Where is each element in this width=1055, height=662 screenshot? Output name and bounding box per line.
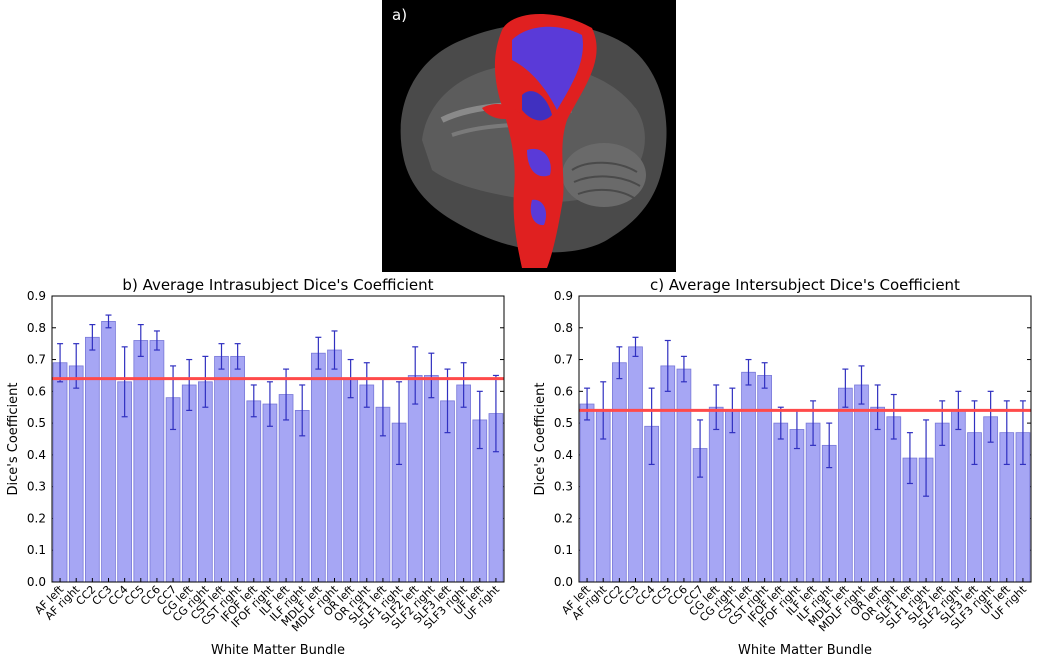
y-tick-label: 0.5	[27, 416, 46, 430]
bar	[311, 352, 326, 583]
y-tick-label: 0.2	[27, 511, 46, 525]
x-axis-label: White Matter Bundle	[211, 643, 345, 658]
bar	[246, 400, 262, 583]
y-tick-label: 0.0	[554, 575, 573, 589]
bar	[278, 394, 294, 583]
bar	[579, 403, 595, 583]
y-tick-label: 0.3	[27, 480, 46, 494]
chart-title: c) Average Intersubject Dice's Coefficie…	[650, 276, 960, 294]
plot-frame	[578, 295, 1032, 583]
bar	[149, 340, 165, 583]
y-tick-label: 0.7	[27, 353, 46, 367]
bar	[85, 336, 100, 583]
bar	[52, 362, 68, 583]
bar	[757, 375, 772, 583]
bar	[838, 387, 853, 583]
plot-frame	[51, 295, 505, 583]
bar	[327, 349, 342, 583]
x-axis-label: White Matter Bundle	[738, 643, 872, 658]
bar	[660, 365, 676, 583]
y-tick-label: 0.4	[554, 448, 573, 462]
intrasubject-dice-chart: b) Average Intrasubject Dice's Coefficie…	[6, 276, 505, 658]
bar	[181, 384, 197, 583]
bar	[198, 381, 213, 583]
y-tick-label: 0.2	[554, 511, 573, 525]
y-tick-label: 0.8	[554, 321, 573, 335]
brain-tractography-icon	[400, 13, 667, 269]
y-tick-label: 0.4	[27, 448, 46, 462]
y-tick-label: 0.5	[554, 416, 573, 430]
y-tick-label: 0.7	[554, 353, 573, 367]
bar	[934, 422, 950, 583]
bar	[68, 365, 84, 583]
bar	[133, 340, 149, 583]
y-tick-label: 0.3	[554, 480, 573, 494]
bar	[789, 429, 805, 583]
panel-a-label: a)	[392, 6, 408, 24]
bar	[343, 378, 358, 583]
bar	[628, 346, 643, 583]
y-tick-label: 0.9	[554, 289, 573, 303]
bar	[741, 371, 756, 583]
chart-title: b) Average Intrasubject Dice's Coefficie…	[122, 276, 433, 294]
y-axis-label: Dice's Coefficient	[533, 383, 548, 496]
y-tick-label: 0.1	[554, 543, 573, 557]
bar	[676, 368, 692, 583]
y-axis-label: Dice's Coefficient	[6, 383, 21, 496]
intersubject-dice-chart: c) Average Intersubject Dice's Coefficie…	[533, 276, 1032, 658]
bar	[230, 355, 245, 583]
bar	[725, 409, 740, 583]
bar	[951, 409, 966, 583]
bar	[407, 375, 423, 583]
bar	[612, 362, 627, 583]
bar	[805, 422, 821, 583]
bar	[456, 384, 471, 583]
bar	[214, 355, 229, 583]
bar	[870, 406, 885, 583]
bar	[854, 384, 869, 583]
y-tick-label: 0.8	[27, 321, 46, 335]
bar	[773, 422, 789, 583]
bar	[101, 321, 116, 583]
tractography-figure: a)	[382, 0, 676, 272]
y-tick-label: 0.0	[27, 575, 46, 589]
bar	[424, 375, 439, 583]
bar	[262, 403, 278, 583]
y-tick-label: 0.1	[27, 543, 46, 557]
bar	[886, 416, 902, 583]
bar	[708, 406, 724, 583]
y-tick-label: 0.6	[27, 384, 46, 398]
y-tick-label: 0.6	[554, 384, 573, 398]
bar	[359, 384, 375, 583]
y-tick-label: 0.9	[27, 289, 46, 303]
